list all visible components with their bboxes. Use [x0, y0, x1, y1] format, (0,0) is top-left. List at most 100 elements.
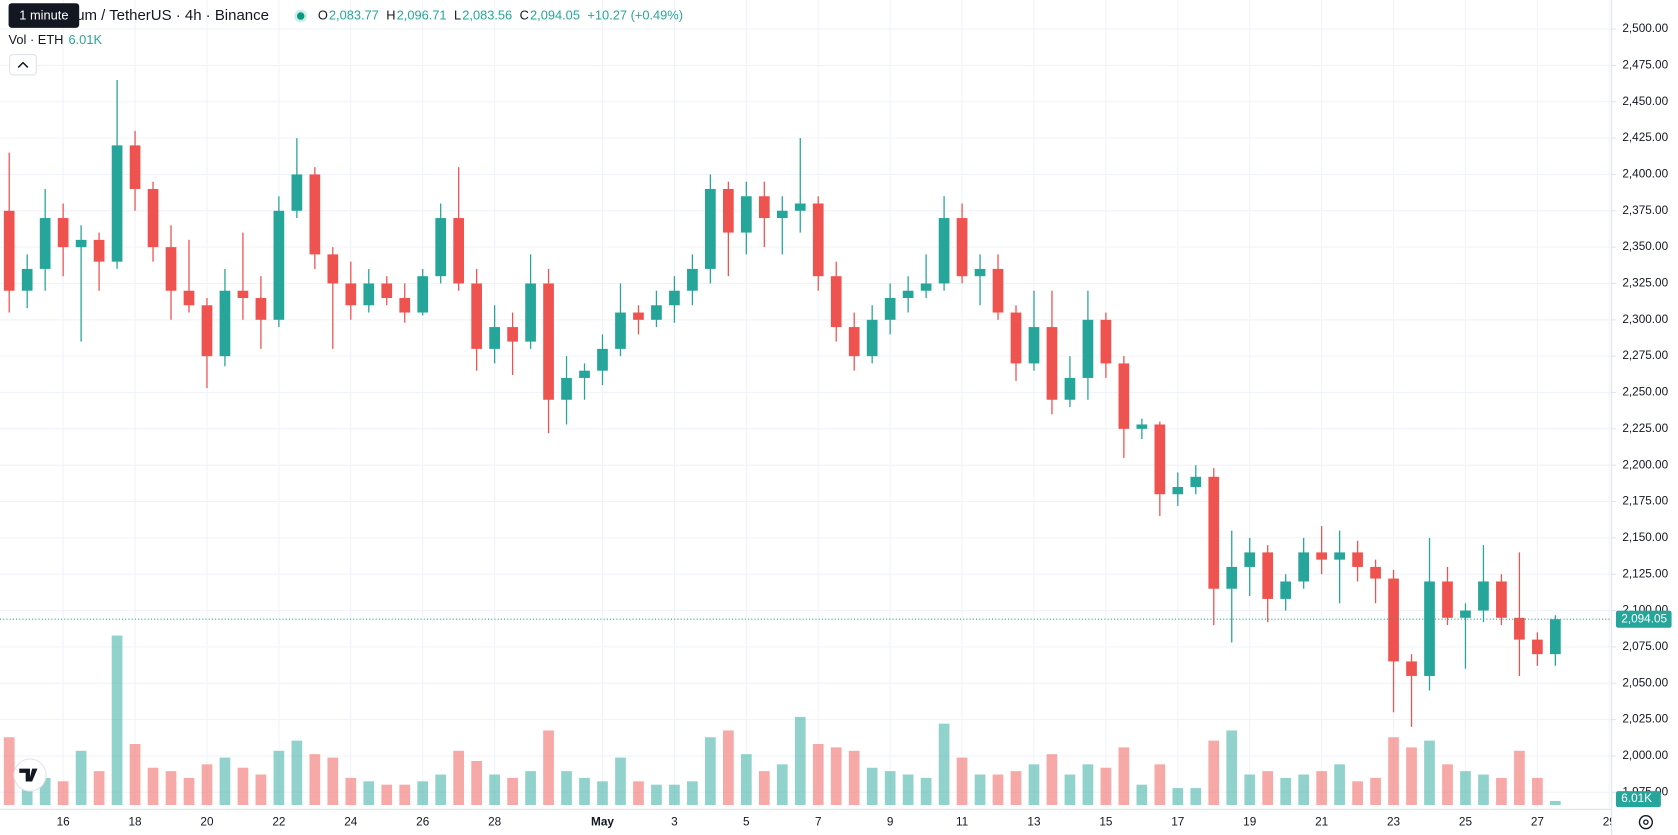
candle-body [1478, 581, 1489, 611]
volume-bar [327, 757, 339, 806]
volume-bar [381, 784, 393, 806]
candle-body [1028, 327, 1040, 364]
volume-bar [219, 757, 231, 806]
candle-body [1082, 319, 1094, 378]
legend-change: +10.27 (+0.49%) [587, 7, 683, 22]
volume-bar [1064, 774, 1076, 806]
candle-body [615, 312, 626, 349]
y-tick-label: 2,250.00 [1622, 386, 1668, 399]
candle-body [1136, 424, 1148, 429]
candle-body [183, 290, 195, 306]
candle-body [1226, 566, 1238, 589]
candle-body [1370, 566, 1381, 579]
y-tick-label: 2,225.00 [1622, 422, 1668, 435]
x-tick-label: 23 [1387, 815, 1401, 828]
volume-value: 6.01K [68, 32, 102, 47]
volume-bar [902, 774, 914, 806]
volume-bar [507, 777, 518, 806]
volume-bar [597, 781, 608, 806]
candle-body [39, 218, 51, 269]
y-tick-label: 2,175.00 [1622, 495, 1668, 508]
volume-bar [3, 737, 15, 806]
candle-body [1514, 617, 1525, 640]
candle-body [471, 283, 482, 349]
y-tick-label: 2,450.00 [1622, 95, 1668, 108]
volume-bar [1406, 747, 1417, 806]
volume-bar [1334, 764, 1345, 806]
candle-body [111, 145, 123, 262]
candle-body [381, 283, 393, 299]
candle-body [129, 145, 141, 189]
settings-icon[interactable] [1638, 815, 1654, 830]
candle-body [848, 327, 860, 357]
legend-value: 2,094.05 [530, 7, 580, 22]
volume-bar [309, 754, 321, 806]
settings-button[interactable] [1638, 815, 1654, 830]
volume-bar [57, 781, 69, 806]
volume-bar [39, 777, 51, 806]
symbol-title[interactable]: Ethereum / TetherUS · 4h · Binance [32, 7, 269, 24]
x-tick-label: 16 [57, 815, 71, 828]
x-tick-label: 13 [1027, 815, 1041, 828]
volume-bar [1514, 750, 1525, 806]
candle-body [237, 290, 249, 299]
volume-bar [147, 767, 159, 806]
candle-body [543, 283, 554, 400]
collapse-button[interactable] [9, 54, 37, 76]
legend-label: H [386, 7, 395, 22]
legend-label: C [520, 7, 529, 22]
volume-bar [1550, 800, 1561, 806]
volume-bar [1154, 764, 1166, 806]
volume-bar [1190, 788, 1202, 806]
candle-body [1406, 661, 1417, 676]
candle-body [345, 283, 357, 306]
legend-label: O [318, 7, 328, 22]
volume-bar [1244, 774, 1256, 806]
y-tick-label: 2,350.00 [1622, 240, 1668, 253]
collapse-icon [17, 61, 29, 68]
candle-body [1154, 424, 1166, 495]
volume-bar [1496, 777, 1507, 806]
volume-bar [1298, 774, 1310, 806]
candle-body [740, 196, 752, 233]
candle-body [309, 174, 321, 255]
volume-bar [579, 777, 590, 806]
collapse-button-bg[interactable] [9, 54, 37, 76]
volume-bar [1010, 771, 1022, 806]
volume-bar [705, 737, 716, 806]
volume-bar [1028, 764, 1040, 806]
candle-body [938, 218, 950, 284]
candle-body [255, 298, 267, 320]
y-tick-label: 2,375.00 [1622, 204, 1668, 217]
volume-bar [884, 771, 896, 806]
y-tick-label: 2,275.00 [1622, 349, 1668, 362]
candle-body [75, 239, 87, 248]
y-tick-label: 2,200.00 [1622, 458, 1668, 471]
candle-body [1532, 639, 1543, 655]
volume-bar [1370, 777, 1381, 806]
volume-bar [1532, 777, 1543, 806]
ohlc-legend: O 2,083.77 H 2,096.71 L 2,083.56 C 2,094.05 +10.… [318, 7, 683, 22]
volume-bar [201, 764, 213, 806]
candle-body [830, 276, 842, 328]
volume-bar [111, 635, 123, 806]
volume-tag-label: 6.01K [1621, 792, 1652, 805]
candle-body [1334, 552, 1345, 560]
candle-body [866, 319, 878, 357]
tv-logo[interactable] [13, 758, 47, 792]
candle-body [417, 276, 429, 313]
candle-body [93, 239, 105, 262]
volume-bar [1046, 754, 1058, 806]
price-scale-bg [1611, 0, 1678, 835]
x-tick-label: 20 [200, 815, 214, 828]
x-tick-label: 7 [815, 815, 822, 828]
candle-body [1298, 552, 1310, 582]
legend-value: 2,083.77 [329, 7, 379, 22]
candle-body [687, 268, 698, 291]
candle-body [794, 203, 806, 211]
volume-bar [129, 744, 141, 806]
candle-body [453, 218, 465, 284]
y-tick-label: 2,325.00 [1622, 277, 1668, 290]
